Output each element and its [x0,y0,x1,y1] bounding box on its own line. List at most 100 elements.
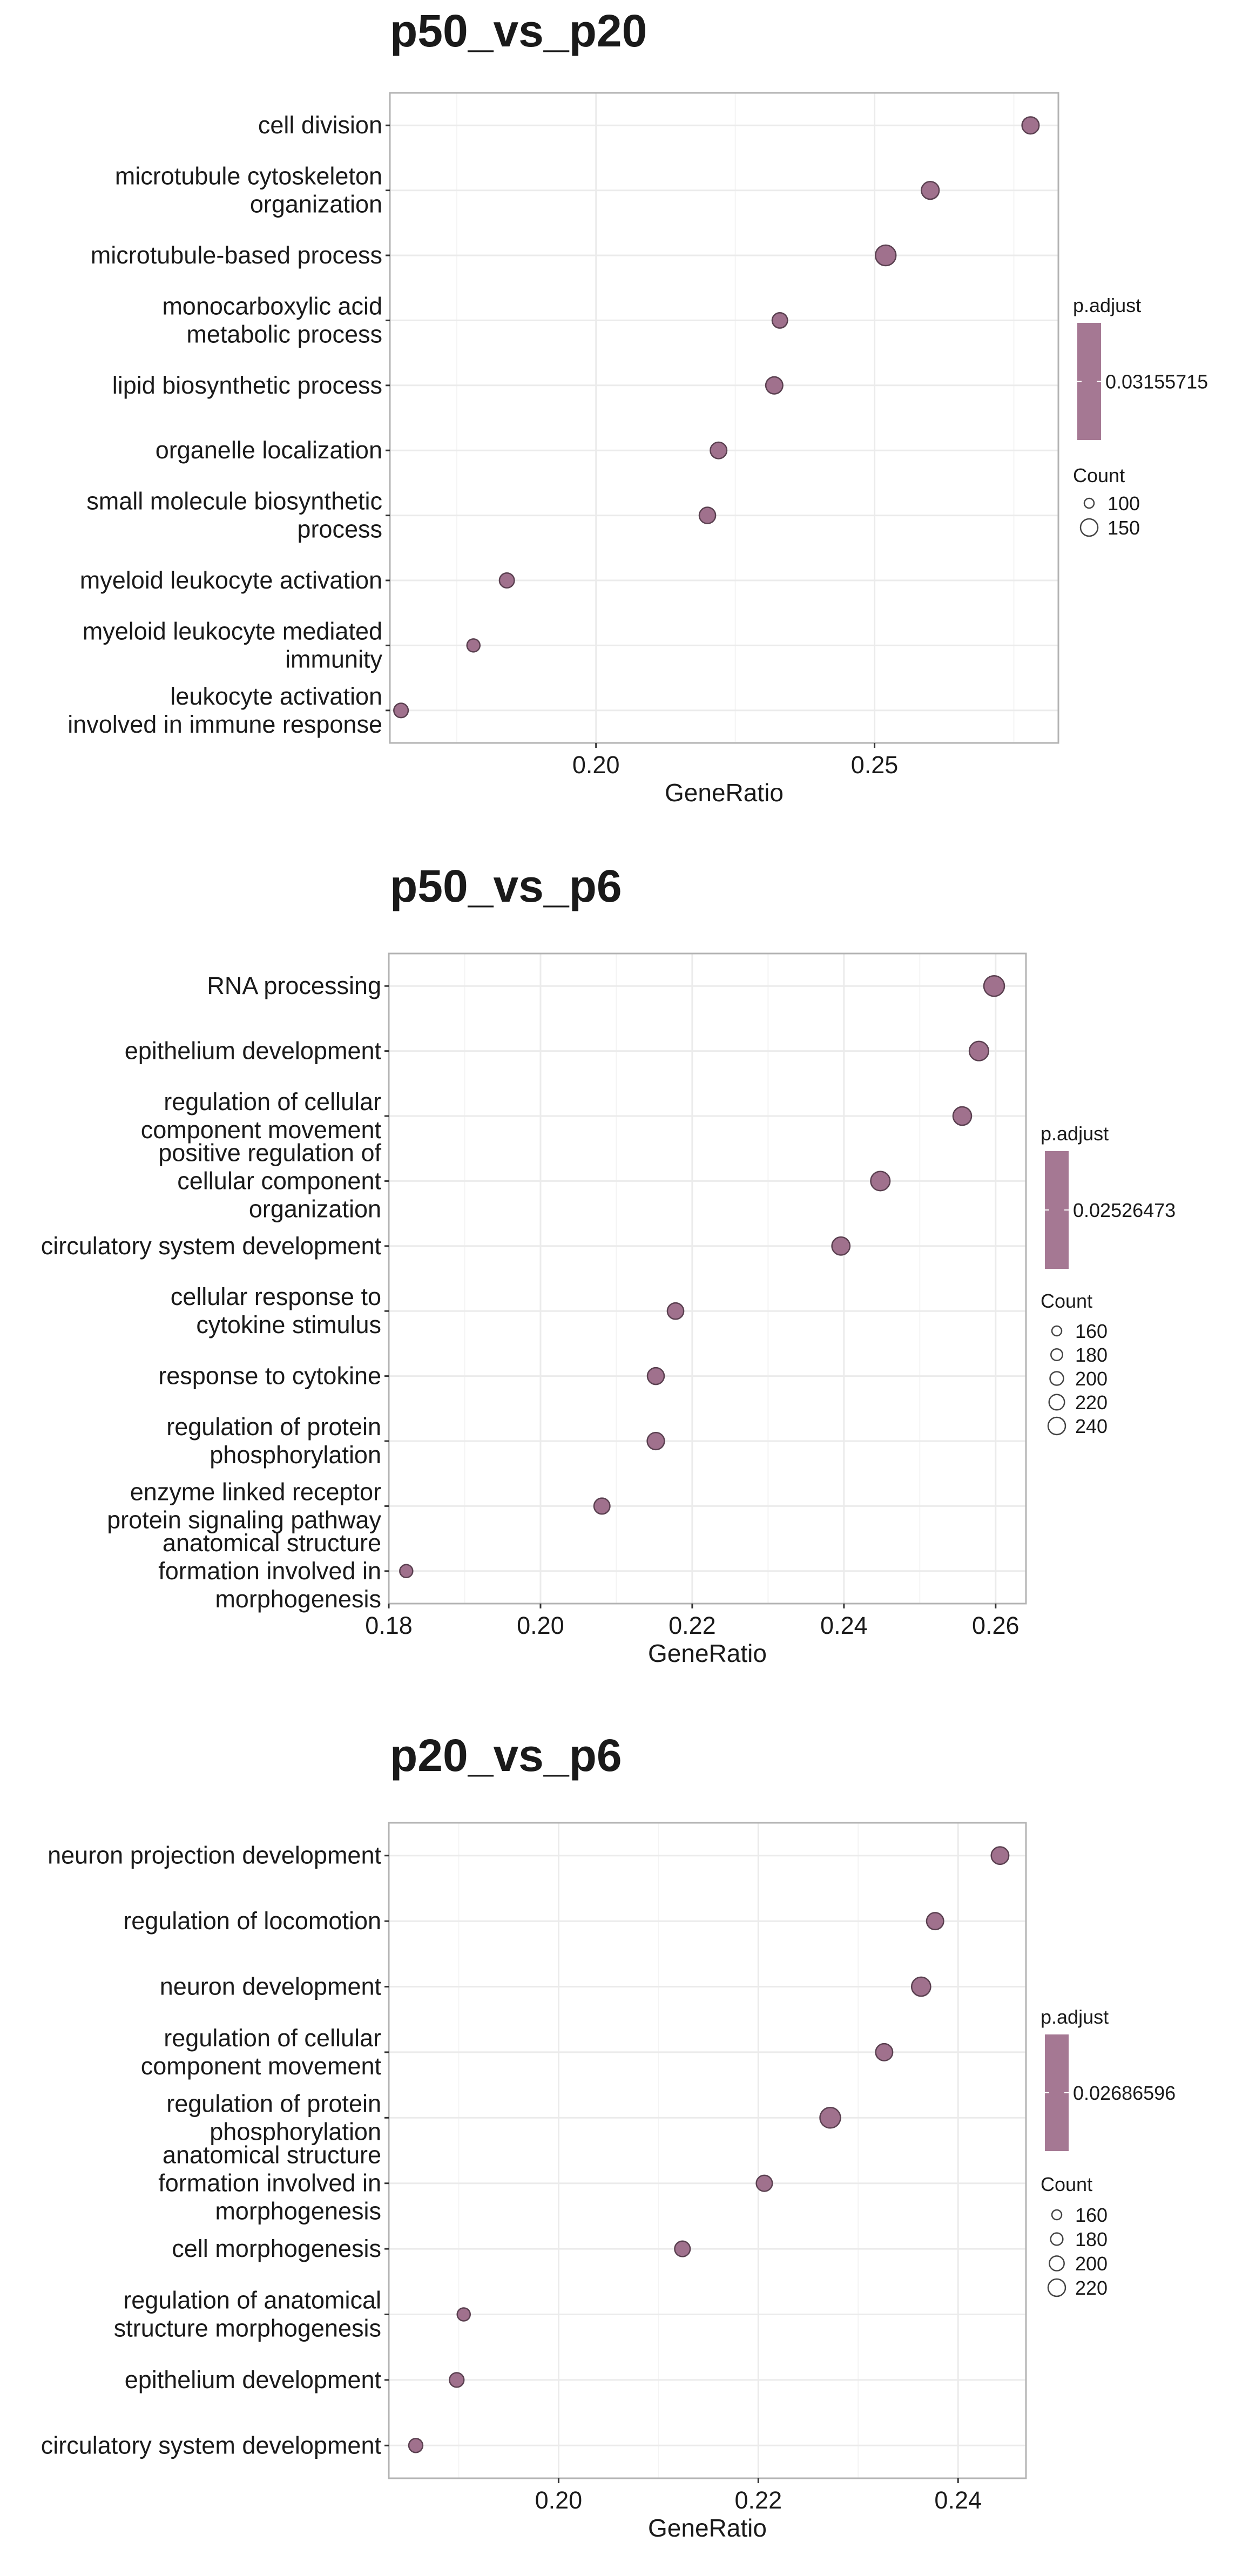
data-point [755,2174,773,2192]
x-tick-label: 0.18 [365,1612,413,1639]
legend-size-circle [1047,2278,1066,2297]
x-tick-label: 0.24 [934,2486,982,2514]
legend-size-label: 220 [1075,1391,1108,1414]
data-point [921,180,940,200]
x-tick-label: 0.20 [517,1612,564,1639]
category-label: circulatory system development [41,1232,382,1260]
legend-color-title: p.adjust [1041,1123,1109,1145]
data-point [926,1912,944,1931]
data-point [831,1236,851,1256]
legend-color-value: 0.03155715 [1105,371,1208,393]
data-point [952,1106,973,1126]
legend-size-label: 200 [1075,1368,1108,1390]
dotplot-p50-vs-p6: p50_vs_p6 RNA processing epithelium develo… [41,861,1176,1667]
category-label: regulation of anatomical structure morpho… [114,2287,381,2342]
category-label: microtubule-based process [91,241,382,269]
data-point [710,441,728,459]
legend-size-circle [1047,1416,1066,1436]
legend-size-title: Count [1073,464,1125,486]
data-point [765,376,784,395]
plot-area [390,93,1058,743]
data-point [771,312,788,329]
plot-border [389,92,1059,744]
data-point [990,1846,1010,1865]
legend-size-label: 180 [1075,2228,1108,2250]
category-label: neuron projection development [48,1842,381,1869]
category-label: cell division [258,111,382,139]
category-label: regulation of cellular component movement [141,1088,382,1144]
x-tick-label: 0.22 [669,1612,716,1639]
legend-size-title: Count [1041,1290,1092,1312]
legend-size-label: 100 [1108,492,1140,515]
data-point [698,506,717,524]
data-point [870,1171,891,1192]
data-point [983,975,1005,997]
category-label: small molecule biosynthetic process [86,488,382,543]
category-label: myeloid leukocyte activation [80,566,382,594]
legend-size-label: 200 [1075,2253,1108,2275]
legend-size-circle [1048,1394,1065,1411]
legend-size-circle [1051,2209,1063,2221]
plot-area [389,1823,1026,2478]
x-tick-label: 0.26 [972,1612,1020,1639]
plot-border [388,952,1027,1605]
category-label: lipid biosynthetic process [112,371,382,399]
category-label: regulation of protein phosphorylation [166,2090,381,2145]
data-point [910,1976,931,1997]
category-label: monocarboxylic acid metabolic process [162,292,382,348]
chart-title: p50_vs_p6 [390,861,622,911]
category-label: enzyme linked receptor protein signaling … [107,1478,381,1533]
category-label: cellular response to cytokine stimulus [171,1283,381,1338]
legend-color-value: 0.02686596 [1073,2082,1176,2104]
data-point [449,2372,465,2388]
category-label: anatomical structure formation involved i… [158,1529,381,1613]
data-point [874,244,897,267]
category-label: regulation of locomotion [123,1907,381,1935]
data-point [646,1431,665,1451]
x-axis-label: GeneRatio [648,2514,767,2542]
data-point [875,2043,894,2061]
category-label: RNA processing [207,972,381,999]
category-label: myeloid leukocyte mediated immunity [83,617,383,673]
data-point [646,1367,665,1385]
data-point [674,2240,691,2257]
category-label: positive regulation of cellular component… [158,1139,381,1222]
plot-border [388,1822,1027,2479]
legend-size-label: 240 [1075,1415,1108,1437]
category-label: epithelium development [125,2366,382,2394]
legend-size-circle [1049,2255,1065,2271]
data-point [399,1564,414,1579]
x-axis-label: GeneRatio [648,1639,767,1667]
data-point [408,2438,424,2453]
legend-color-value: 0.02526473 [1073,1199,1176,1221]
x-tick-label: 0.20 [535,2486,583,2514]
data-point [593,1497,611,1515]
legend-size-circle [1051,1325,1063,1337]
category-label: organelle localization [156,436,382,464]
data-point [393,702,409,719]
x-tick-label: 0.25 [851,751,899,779]
category-label: neuron development [160,1973,382,2000]
x-tick-label: 0.24 [820,1612,868,1639]
legend-size-label: 150 [1108,517,1140,539]
chart-title: p20_vs_p6 [390,1730,622,1781]
legend-size-title: Count [1041,2173,1092,2195]
x-tick-label: 0.20 [572,751,620,779]
data-point [498,572,515,589]
legend-size-circle [1079,518,1099,537]
data-point [968,1040,989,1061]
chart-panel-p50-vs-p6: p50_vs_p6 RNA processing epithelium develo… [0,858,1249,1701]
category-label: epithelium development [125,1037,382,1065]
data-point [1021,116,1040,135]
category-label: cell morphogenesis [172,2235,381,2262]
legend-size-label: 180 [1075,1344,1108,1366]
category-label: leukocyte activation involved in immune r… [67,682,382,738]
category-label: circulatory system development [41,2431,382,2459]
chart-panel-p50-vs-p20: p50_vs_p20 cell division microtubule cytos… [0,0,1249,826]
legend-size-label: 220 [1075,2277,1108,2299]
legend-size-label: 160 [1075,1320,1108,1342]
legend-size-circle [1049,1371,1064,1386]
